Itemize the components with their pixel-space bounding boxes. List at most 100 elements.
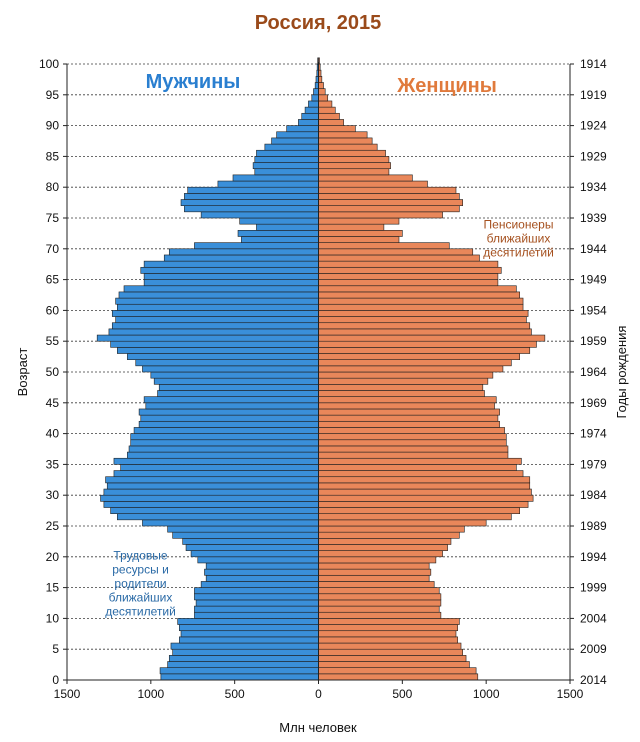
female-bar (318, 223, 385, 231)
male-bar (195, 599, 319, 607)
male-bar (103, 501, 319, 508)
female-bar (318, 359, 512, 367)
birth-year-tick-label: 1959 (580, 334, 607, 348)
male-bar (168, 655, 319, 662)
age-tick-label: 50 (46, 365, 60, 379)
female-bar (318, 365, 504, 373)
male-bar (241, 236, 319, 243)
male-bar (194, 593, 319, 601)
annotation-line: ресурсы и (112, 563, 169, 577)
female-bar (318, 568, 432, 576)
female-bar (318, 648, 463, 656)
male-bar (127, 451, 319, 459)
female-bar (318, 322, 531, 330)
female-bar (318, 174, 413, 182)
female-bar (318, 636, 458, 644)
male-bar (140, 266, 319, 274)
y2-axis-label: Годы рождения (614, 326, 629, 419)
male-bar (172, 648, 319, 656)
female-bar (318, 248, 474, 256)
female-bar (318, 519, 487, 527)
birth-year-tick-label: 1949 (580, 273, 607, 287)
annotation-labor-resources: Трудовые ресурсы и родители ближайших десяти… (105, 549, 176, 619)
female-bar (318, 230, 403, 237)
female-bar (318, 100, 333, 108)
male-bar (142, 519, 319, 527)
annotation-line: ближайших (487, 232, 551, 246)
male-bar (194, 605, 319, 613)
female-bar (318, 513, 512, 521)
female-bar (318, 414, 499, 422)
male-bar (252, 162, 319, 170)
female-bar (318, 119, 344, 126)
female-bar (318, 291, 520, 299)
x-tick-label: 0 (315, 687, 322, 701)
male-bar (123, 285, 319, 293)
male-bar (182, 538, 319, 545)
male-bar (286, 125, 319, 133)
female-bar (318, 581, 435, 588)
x-tick-label: 1000 (137, 687, 164, 701)
x-tick-label: 1000 (473, 687, 500, 701)
female-bar (318, 451, 509, 459)
male-bars (96, 57, 319, 681)
birth-year-tick-label: 1929 (580, 149, 607, 163)
male-bar (197, 556, 319, 564)
female-bar (318, 88, 326, 96)
male-bar (184, 205, 319, 213)
male-bar (254, 168, 319, 176)
birth-year-tick-label: 1969 (580, 396, 607, 410)
female-bar (318, 279, 499, 287)
female-bar (318, 667, 477, 675)
male-bar (239, 217, 319, 225)
age-tick-label: 55 (46, 334, 60, 348)
x-tick-label: 500 (392, 687, 412, 701)
female-bar (318, 168, 390, 176)
birth-year-tick-label: 1954 (580, 303, 607, 317)
male-bar (113, 470, 319, 478)
male-bar (150, 371, 319, 379)
male-bar (142, 365, 319, 373)
female-bar (318, 408, 500, 416)
male-bar (140, 414, 319, 422)
female-bar (318, 550, 443, 558)
male-bar (96, 334, 319, 342)
female-bar (318, 476, 531, 484)
female-bar (318, 340, 537, 348)
female-bar (318, 464, 517, 471)
birth-year-tick-label: 1989 (580, 519, 607, 533)
birth-year-tick-label: 2009 (580, 642, 607, 656)
female-bar (318, 242, 450, 250)
female-bar (318, 260, 499, 268)
male-bar (217, 180, 319, 188)
male-bar (100, 494, 319, 502)
female-bar (318, 525, 465, 533)
male-bar (276, 131, 319, 139)
age-tick-label: 90 (46, 119, 60, 133)
male-bar (106, 482, 319, 490)
age-tick-label: 10 (46, 611, 60, 625)
female-bar (318, 402, 495, 410)
female-bar (318, 211, 443, 219)
male-bar (179, 636, 319, 644)
female-bar (318, 605, 440, 613)
female-bar (318, 562, 430, 570)
male-bar (117, 303, 319, 311)
female-bar (318, 303, 524, 311)
male-bar (184, 193, 319, 200)
male-bar (172, 531, 319, 539)
female-bar (318, 630, 457, 638)
male-bar (130, 439, 319, 447)
age-tick-label: 70 (46, 242, 60, 256)
male-bar (113, 457, 319, 465)
male-bar (143, 260, 319, 268)
male-bar (168, 248, 319, 256)
male-bar (200, 581, 319, 588)
male-bar (194, 611, 319, 619)
female-bar (318, 347, 531, 354)
female-bar (318, 143, 378, 151)
female-bar (318, 377, 489, 385)
male-bar (115, 297, 319, 305)
male-bar (194, 242, 319, 250)
male-bar (130, 433, 319, 441)
